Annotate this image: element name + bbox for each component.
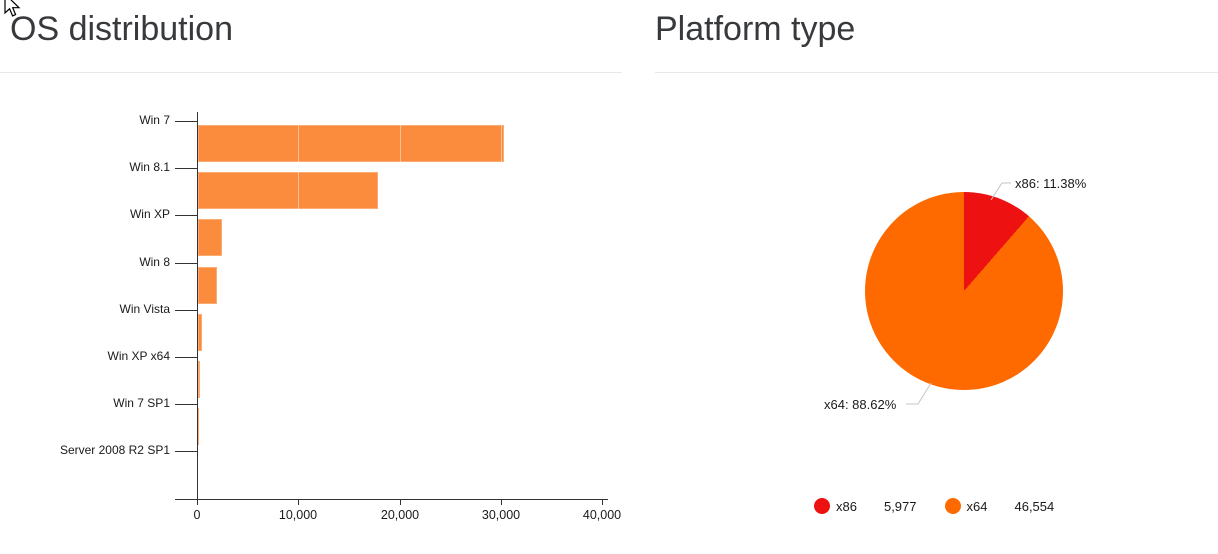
x-axis-tick	[501, 499, 502, 505]
pie-callout-x64: x64: 88.62%	[824, 397, 897, 412]
x-axis-tick	[400, 499, 401, 505]
bar-category-label: Win 7	[139, 113, 170, 127]
legend-swatch-x86[interactable]	[814, 498, 830, 514]
mouse-cursor-icon	[4, 0, 21, 17]
bar-category-label: Win Vista	[119, 302, 170, 316]
bar-category-label: Server 2008 R2 SP1	[59, 443, 170, 457]
x-axis-tick	[602, 499, 603, 505]
gridline	[400, 112, 401, 499]
x-axis-line	[175, 499, 608, 500]
x-axis-tick-label: 10,000	[278, 508, 318, 522]
y-axis-tick	[175, 168, 197, 169]
y-axis-tick	[175, 357, 197, 358]
bar[interactable]	[198, 125, 504, 162]
bar[interactable]	[198, 361, 200, 398]
bar-category-label: Win 8	[139, 255, 170, 269]
left-chart-title: OS distribution	[10, 10, 233, 48]
bar-category-label: Win XP	[129, 207, 170, 221]
bar[interactable]	[198, 267, 217, 304]
right-chart-title: Platform type	[655, 10, 856, 48]
platform-type-pie[interactable]	[865, 192, 1063, 390]
pie-legend: x86 5,977 x64 46,554	[814, 498, 1054, 514]
y-axis-line	[197, 112, 198, 499]
bar[interactable]	[198, 408, 199, 445]
bar[interactable]	[198, 172, 378, 209]
pie-callout-x86: x86: 11.38%	[1015, 176, 1087, 191]
gridline	[298, 112, 299, 499]
os-distribution-bar-chart: Win 7 Win 8.1 Win XP Win 8 Win Vista Win XP x…	[59, 112, 622, 522]
y-axis-tick	[175, 215, 197, 216]
legend-label[interactable]: x86	[836, 498, 857, 514]
right-panel-divider	[655, 72, 1218, 73]
x-axis-tick-label: 30,000	[481, 508, 521, 522]
x-axis-tick-label: 40,000	[582, 508, 622, 522]
gridline	[501, 112, 502, 499]
bar-category-label: Win 8.1	[129, 160, 170, 174]
bar[interactable]	[198, 314, 202, 351]
legend-label[interactable]: x64	[966, 498, 988, 514]
y-axis-tick	[175, 121, 197, 122]
left-panel-divider	[0, 72, 622, 73]
gridline	[602, 112, 603, 499]
bar[interactable]	[198, 219, 222, 256]
x-axis-tick	[197, 499, 198, 505]
bar-category-label: Win 7 SP1	[113, 396, 170, 410]
legend-count: 5,977	[883, 498, 917, 514]
x-axis-tick-label: 20,000	[380, 508, 420, 522]
x-axis-tick-label: 0	[193, 508, 201, 522]
legend-count: 46,554	[1014, 498, 1055, 514]
legend-swatch-x64[interactable]	[944, 498, 961, 514]
y-axis-tick	[175, 310, 197, 311]
x-axis-tick	[298, 499, 299, 505]
bar-category-label: Win XP x64	[107, 349, 170, 363]
y-axis-tick	[175, 263, 197, 264]
y-axis-tick	[175, 451, 197, 452]
y-axis-tick	[175, 404, 197, 405]
